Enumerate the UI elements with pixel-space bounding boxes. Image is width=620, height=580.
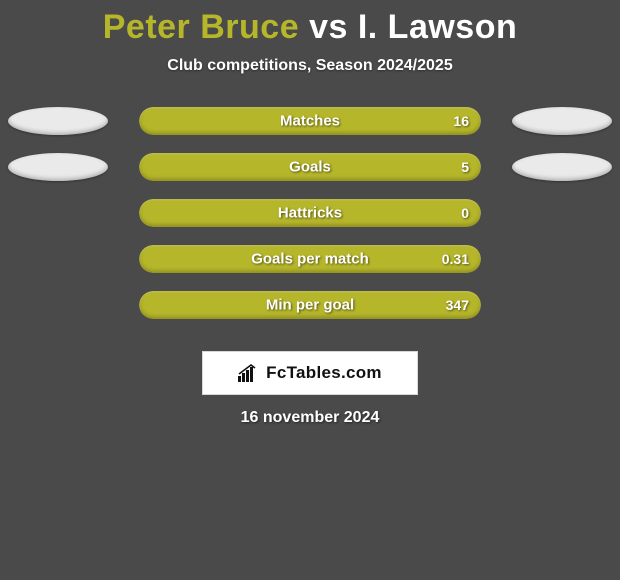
stat-row: Goals per match 0.31	[0, 245, 620, 273]
stat-bar: Goals 5	[139, 153, 481, 181]
stat-bar: Matches 16	[139, 107, 481, 135]
page-title: Peter Bruce vs I. Lawson	[0, 0, 620, 47]
player2-marker	[512, 107, 612, 135]
stat-bar: Hattricks 0	[139, 199, 481, 227]
player1-marker	[8, 153, 108, 181]
player1-marker	[8, 107, 108, 135]
stat-bar: Goals per match 0.31	[139, 245, 481, 273]
stat-row: Hattricks 0	[0, 199, 620, 227]
stats-section: Matches 16 Goals 5 Hattricks 0 Goals per match…	[0, 107, 620, 319]
stat-label: Goals	[289, 159, 331, 176]
brand-chart-icon	[238, 364, 260, 382]
stat-label: Goals per match	[251, 251, 369, 268]
stat-value: 16	[453, 113, 469, 129]
player2-name: I. Lawson	[358, 8, 517, 46]
brand-text: FcTables.com	[266, 363, 382, 383]
stat-row: Min per goal 347	[0, 291, 620, 319]
brand-badge[interactable]: FcTables.com	[202, 351, 418, 395]
stat-label: Matches	[280, 113, 340, 130]
stat-bar: Min per goal 347	[139, 291, 481, 319]
stat-value: 0.31	[442, 251, 469, 267]
stat-value: 0	[461, 205, 469, 221]
stat-value: 5	[461, 159, 469, 175]
subtitle: Club competitions, Season 2024/2025	[0, 57, 620, 75]
player1-name: Peter Bruce	[103, 8, 299, 46]
stat-value: 347	[446, 297, 469, 313]
date-label: 16 november 2024	[0, 409, 620, 427]
stat-row: Matches 16	[0, 107, 620, 135]
stat-label: Hattricks	[278, 205, 342, 222]
vs-separator: vs	[309, 8, 348, 46]
player2-marker	[512, 153, 612, 181]
stat-label: Min per goal	[266, 297, 354, 314]
stat-row: Goals 5	[0, 153, 620, 181]
